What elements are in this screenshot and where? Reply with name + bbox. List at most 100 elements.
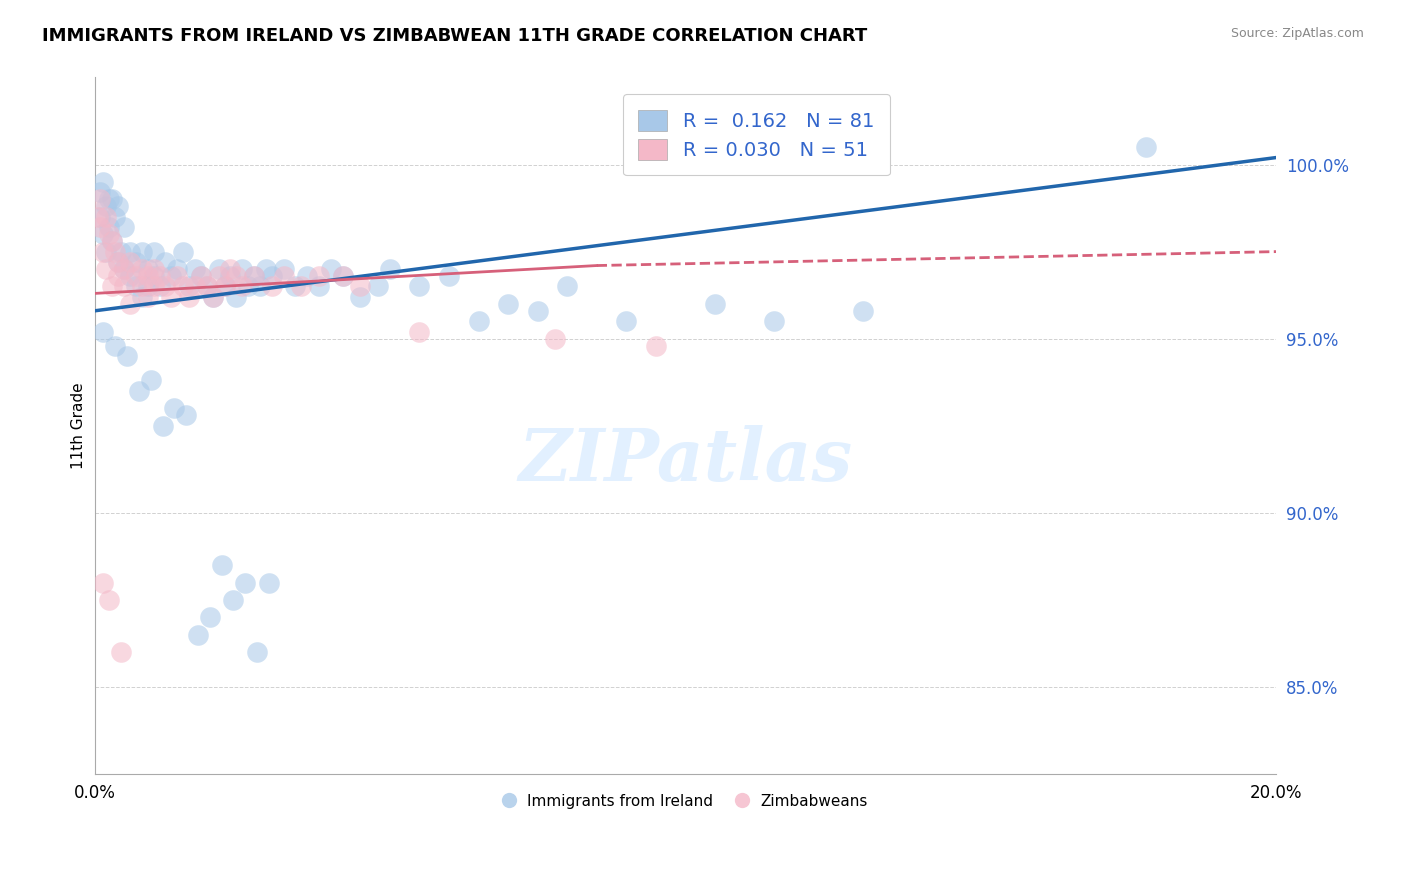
Point [131,262,153,277]
Point [155,255,177,269]
Point [110,244,132,259]
Point [496,297,519,311]
Point [349,279,371,293]
Point [219,262,242,277]
Point [96,244,118,259]
Point [201,290,224,304]
Point [93,227,115,242]
Point [118,268,141,283]
Point [273,262,295,277]
Point [243,268,266,283]
Point [222,593,245,607]
Point [166,268,188,283]
Point [101,192,124,206]
Point [118,244,141,259]
Point [544,332,567,346]
Point [367,279,389,293]
Point [107,255,129,269]
Point [195,279,218,293]
Point [208,268,231,283]
Point [851,303,873,318]
Point [308,268,330,283]
Point [190,268,212,283]
Point [98,227,121,242]
Point [290,279,312,293]
Point [437,268,460,283]
Point [125,268,148,283]
Point [155,279,177,293]
Text: Source: ZipAtlas.com: Source: ZipAtlas.com [1230,27,1364,40]
Point [118,297,141,311]
Point [112,262,135,277]
Point [131,279,153,293]
Point [163,401,186,416]
Point [174,409,197,423]
Point [225,290,247,304]
Point [128,384,150,398]
Point [198,610,221,624]
Point [246,645,269,659]
Point [1135,140,1157,154]
Point [104,244,127,259]
Point [257,575,280,590]
Point [703,297,725,311]
Point [101,279,124,293]
Point [98,192,121,206]
Point [107,268,129,283]
Point [89,220,111,235]
Point [115,349,138,363]
Point [125,255,148,269]
Point [208,262,231,277]
Point [762,314,785,328]
Point [107,255,129,269]
Point [187,628,209,642]
Y-axis label: 11th Grade: 11th Grade [72,383,86,469]
Point [260,268,283,283]
Point [93,325,115,339]
Point [136,268,159,283]
Text: IMMIGRANTS FROM IRELAND VS ZIMBABWEAN 11TH GRADE CORRELATION CHART: IMMIGRANTS FROM IRELAND VS ZIMBABWEAN 11… [42,27,868,45]
Point [214,279,236,293]
Point [93,244,115,259]
Point [225,268,247,283]
Point [104,210,127,224]
Point [93,175,115,189]
Point [96,199,118,213]
Point [125,279,148,293]
Point [284,279,307,293]
Point [273,268,295,283]
Point [555,279,578,293]
Point [107,199,129,213]
Point [131,290,153,304]
Point [408,325,430,339]
Point [211,558,233,573]
Point [104,339,127,353]
Point [233,575,256,590]
Point [408,279,430,293]
Point [142,279,165,293]
Point [89,210,111,224]
Point [101,234,124,248]
Point [172,244,194,259]
Point [614,314,637,328]
Point [142,244,165,259]
Point [201,290,224,304]
Point [93,575,115,590]
Point [112,262,135,277]
Point [644,339,666,353]
Point [110,645,132,659]
Point [349,290,371,304]
Point [160,268,183,283]
Point [96,210,118,224]
Point [219,268,242,283]
Point [142,268,165,283]
Point [166,262,188,277]
Point [184,279,207,293]
Point [526,303,548,318]
Point [160,290,183,304]
Point [332,268,354,283]
Point [177,279,200,293]
Point [177,290,200,304]
Point [190,268,212,283]
Point [332,268,354,283]
